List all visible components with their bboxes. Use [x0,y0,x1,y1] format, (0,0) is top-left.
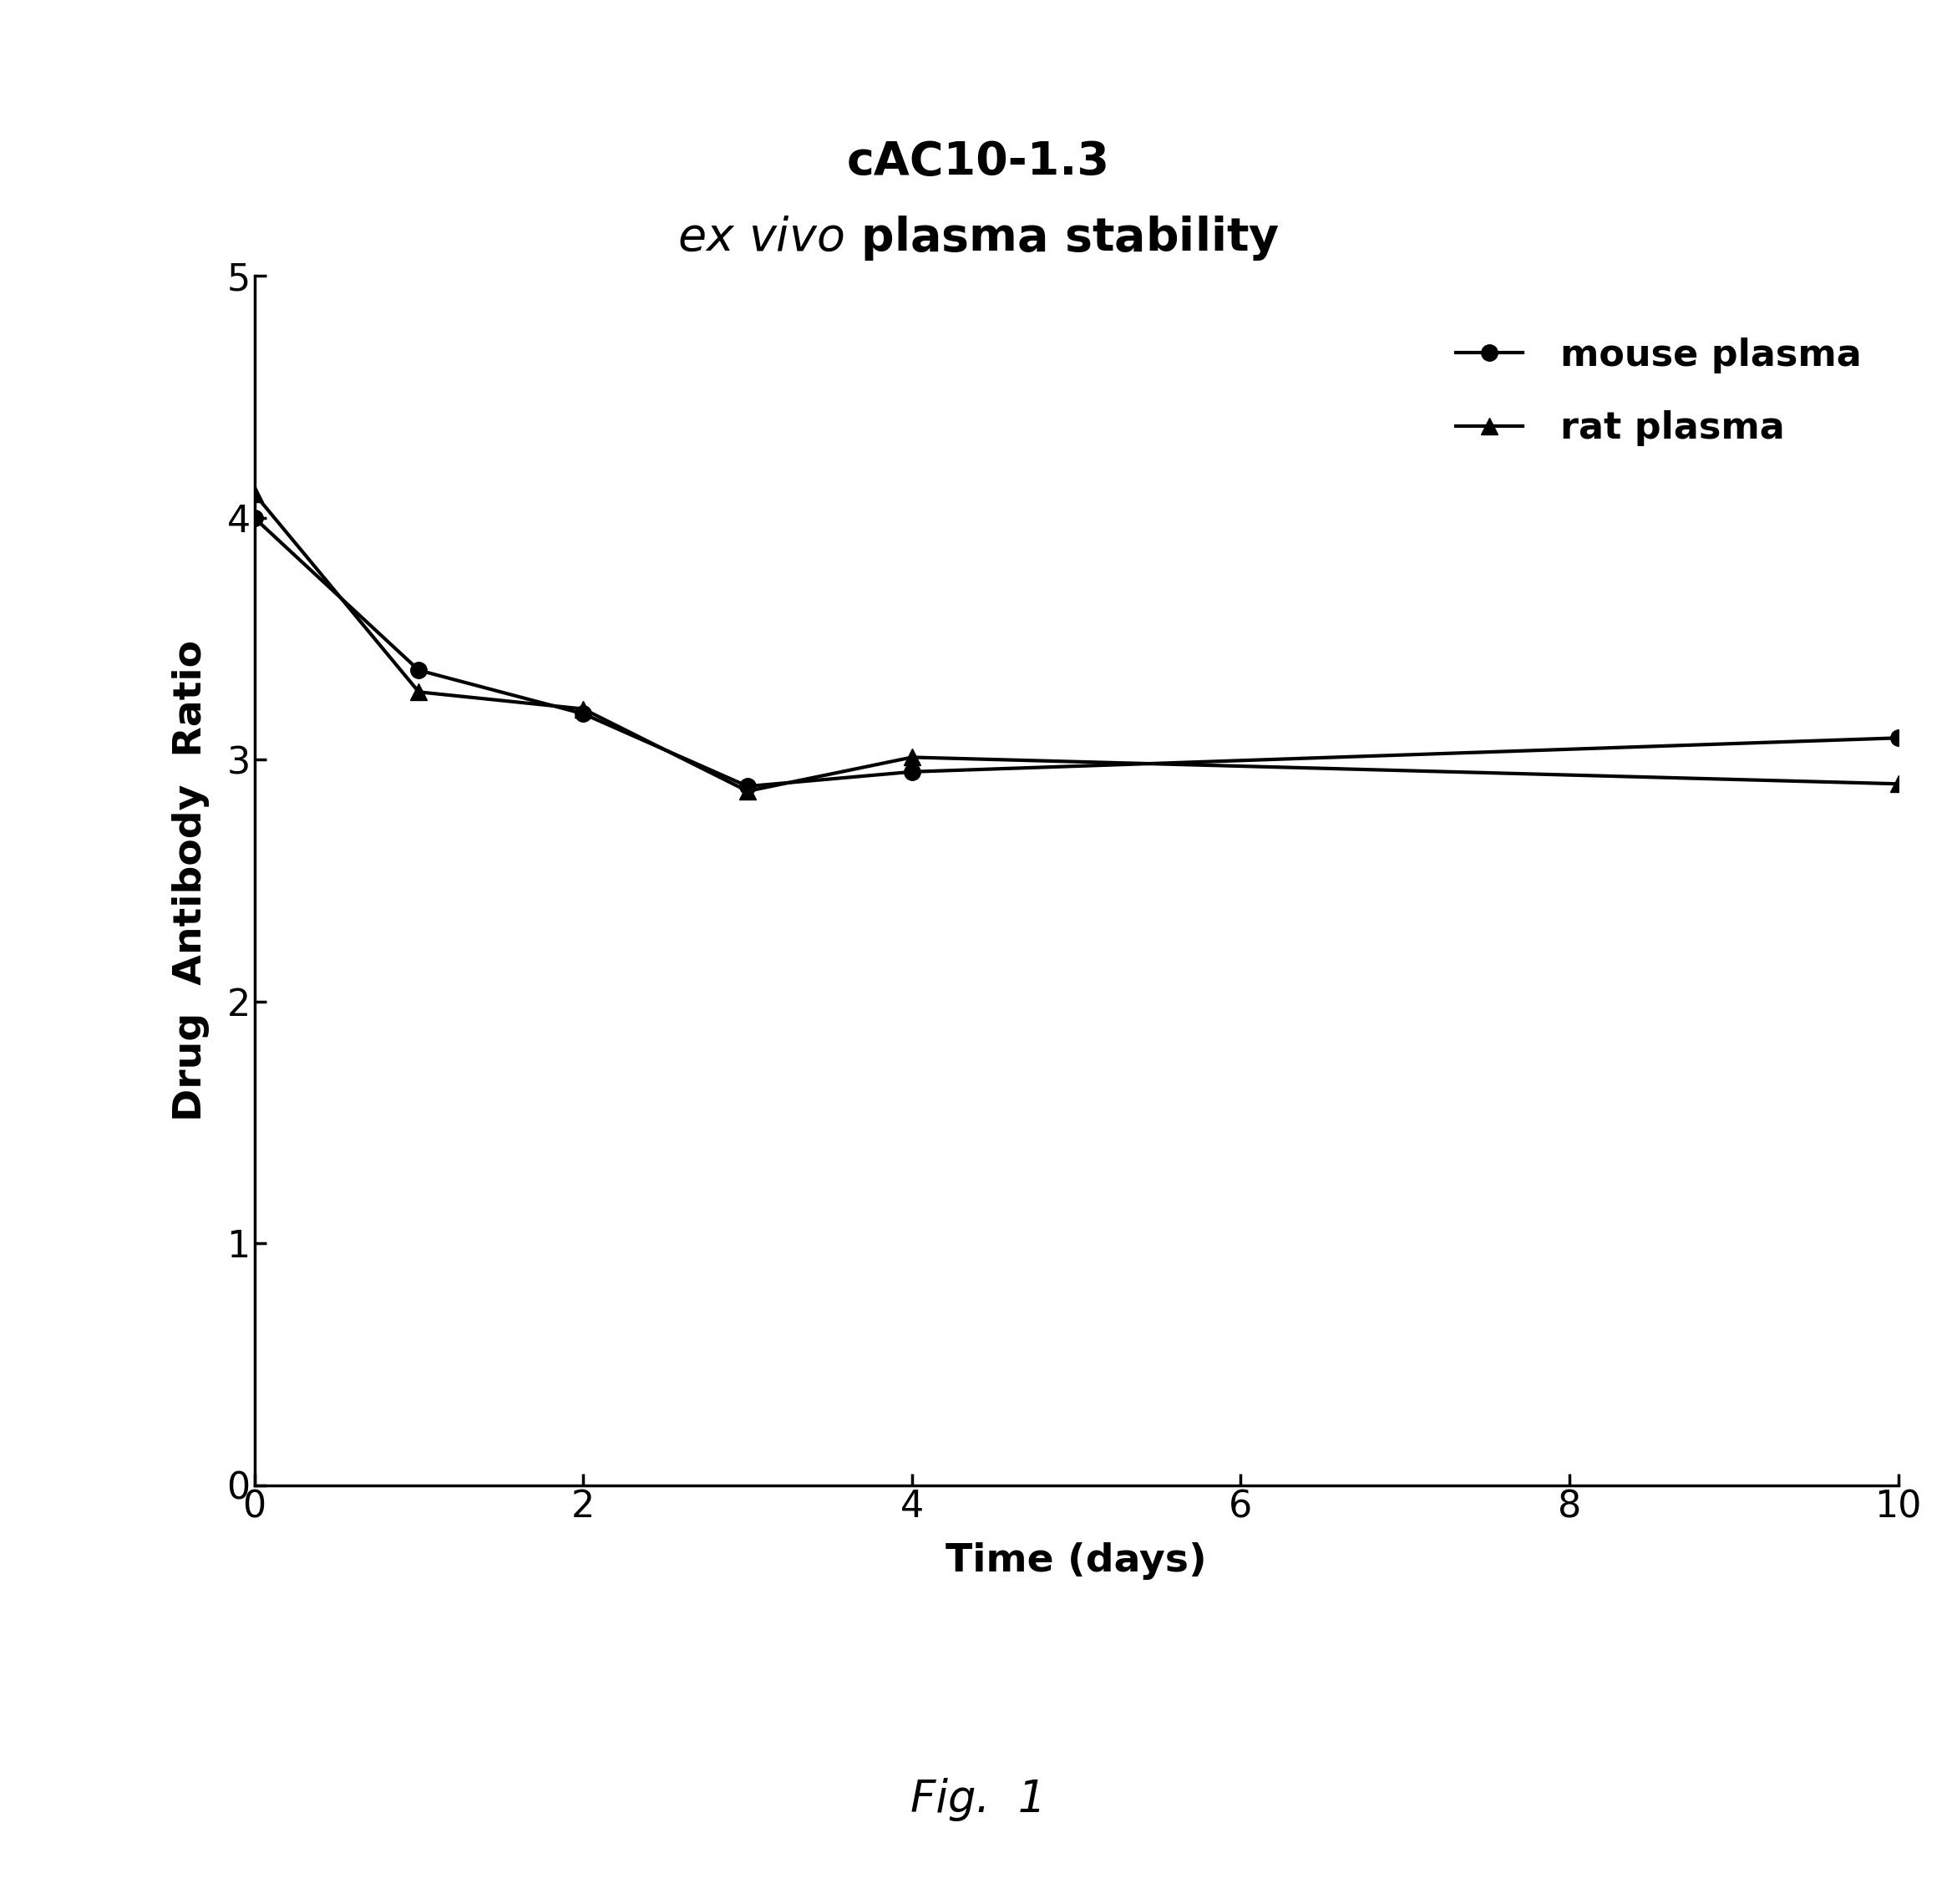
Text: $\mathit{ex\ vivo}$ plasma stability: $\mathit{ex\ vivo}$ plasma stability [677,213,1280,263]
rat plasma [900,746,924,769]
mouse plasma [736,775,759,798]
Line: mouse plasma: mouse plasma [247,510,1906,794]
Line: rat plasma: rat plasma [247,486,1906,800]
mouse plasma [571,703,595,725]
mouse plasma [1887,727,1910,750]
Text: cAC10-1.3: cAC10-1.3 [847,139,1110,185]
Text: Fig.  1: Fig. 1 [910,1778,1047,1820]
Y-axis label: Drug  Antibody  Ratio: Drug Antibody Ratio [172,640,209,1121]
rat plasma [736,781,759,803]
rat plasma [571,697,595,720]
X-axis label: Time (days): Time (days) [945,1542,1207,1580]
Legend: mouse plasma, rat plasma: mouse plasma, rat plasma [1436,318,1881,465]
rat plasma [243,482,266,505]
rat plasma [407,680,431,703]
rat plasma [1887,773,1910,796]
mouse plasma [407,659,431,682]
mouse plasma [243,506,266,529]
mouse plasma [900,760,924,783]
